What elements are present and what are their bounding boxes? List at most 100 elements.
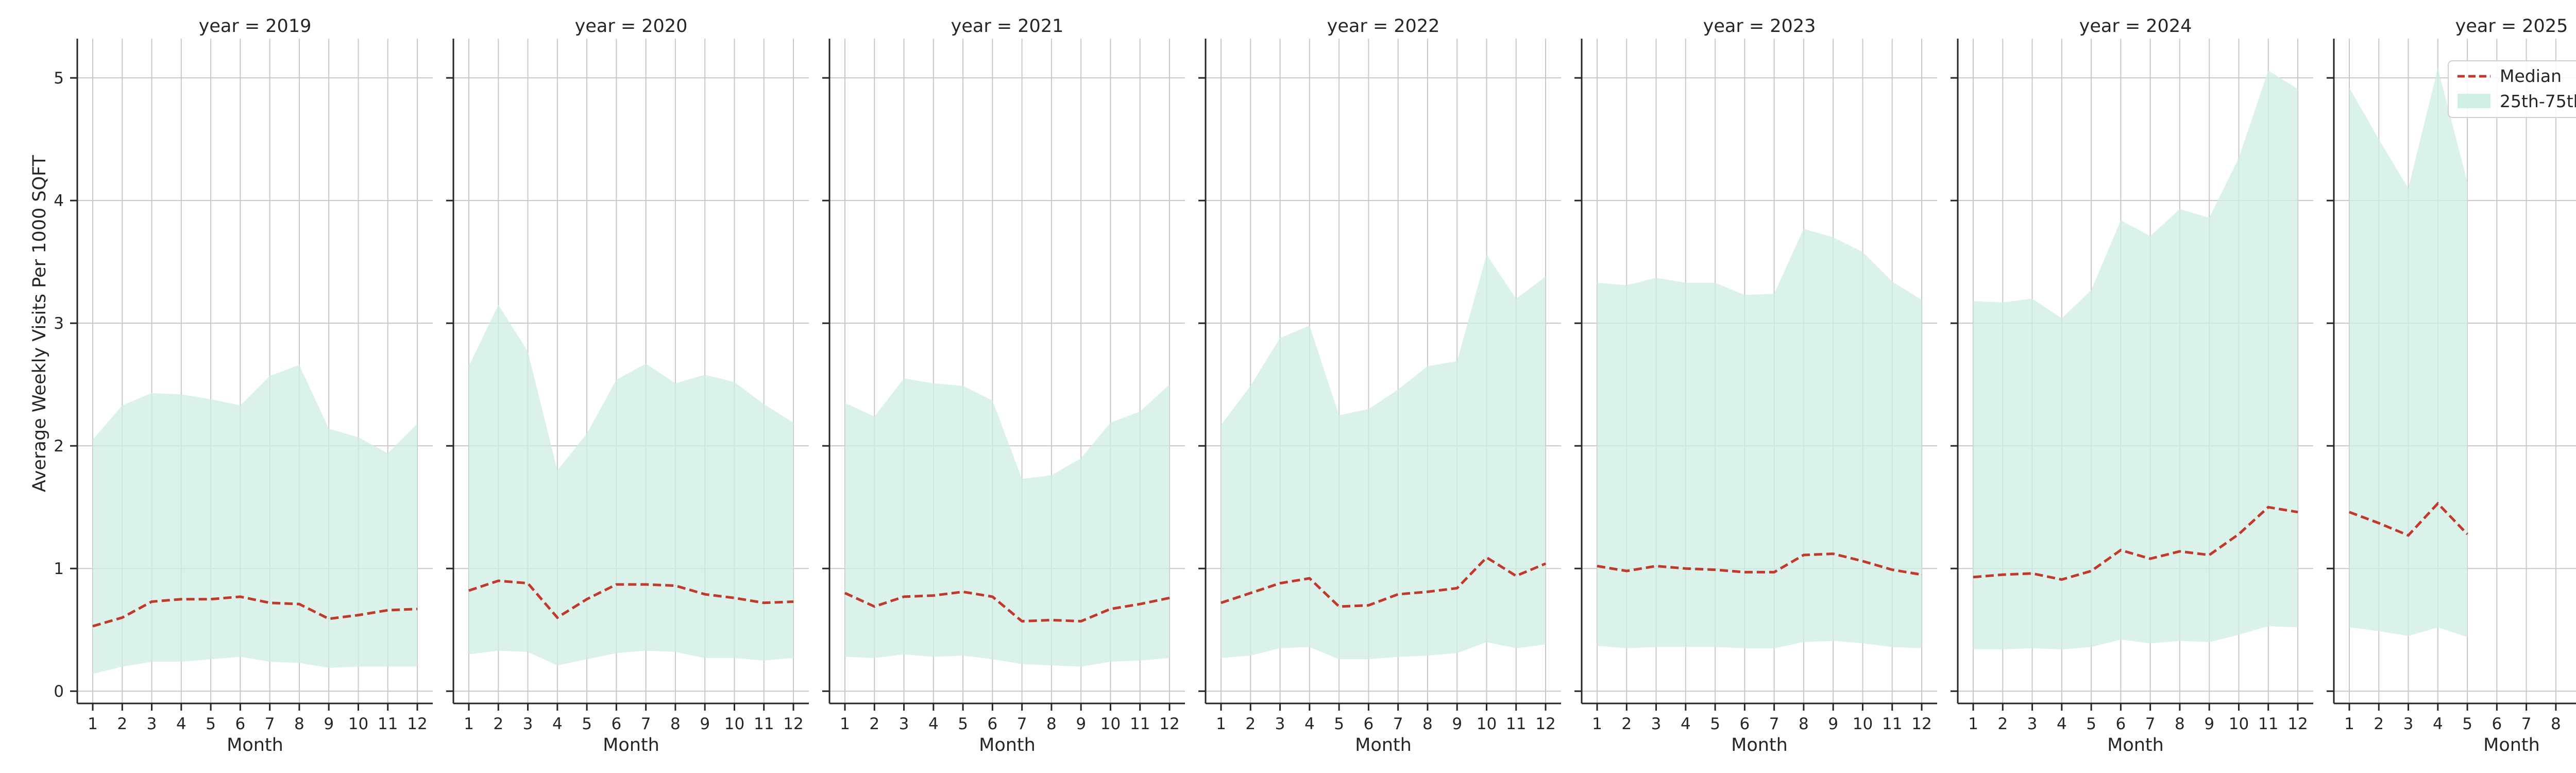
panel-title: year = 2024	[2079, 16, 2192, 37]
x-tick-label: 10	[1853, 715, 1873, 733]
x-tick-label: 8	[1422, 715, 1433, 733]
panel-title: year = 2019	[199, 16, 312, 37]
x-tick-label: 11	[1130, 715, 1150, 733]
median-line	[1973, 506, 2298, 581]
x-axis-label: Month	[979, 735, 1036, 755]
x-tick-label: 8	[1799, 715, 1809, 733]
median-point	[240, 596, 241, 597]
x-tick-label: 7	[1393, 715, 1403, 733]
median-point	[1338, 606, 1340, 607]
x-tick-label: 11	[1882, 715, 1902, 733]
x-tick-label: 3	[2027, 715, 2038, 733]
median-point	[1685, 568, 1686, 569]
median-point	[933, 595, 934, 596]
median-point	[874, 606, 875, 607]
median-point	[2437, 503, 2438, 504]
x-tick-label: 10	[1100, 715, 1121, 733]
x-tick-label: 10	[724, 715, 744, 733]
x-tick-label: 6	[1363, 715, 1374, 733]
median-line	[92, 595, 418, 628]
x-tick-label: 9	[1076, 715, 1086, 733]
median-point	[1456, 587, 1458, 589]
x-tick-label: 12	[1911, 715, 1931, 733]
median-point	[1221, 602, 1222, 603]
x-tick-label: 9	[700, 715, 710, 733]
median-point	[793, 601, 794, 602]
panel-title: year = 2021	[951, 16, 1064, 37]
x-tick-label: 10	[2229, 715, 2249, 733]
x-tick-label: 4	[2057, 715, 2067, 733]
x-tick-label: 2	[1621, 715, 1632, 733]
x-tick-label: 12	[783, 715, 803, 733]
x-tick-label: 1	[88, 715, 98, 733]
percentile-band	[1597, 228, 1922, 648]
x-tick-label: 11	[2258, 715, 2278, 733]
median-point	[2209, 554, 2210, 556]
x-tick-label: 6	[1739, 715, 1750, 733]
median-point	[2061, 579, 2062, 580]
x-tick-label: 7	[1769, 715, 1780, 733]
x-tick-label: 6	[2492, 715, 2502, 733]
x-tick-label: 11	[754, 715, 774, 733]
x-axis-label: Month	[1355, 735, 1412, 755]
x-tick-label: 7	[1017, 715, 1027, 733]
x-tick-label: 4	[176, 715, 187, 733]
x-tick-label: 8	[670, 715, 681, 733]
x-tick-label: 5	[958, 715, 968, 733]
x-tick-label: 10	[348, 715, 368, 733]
x-tick-label: 10	[1477, 715, 1497, 733]
x-tick-label: 6	[235, 715, 245, 733]
x-tick-label: 11	[1506, 715, 1526, 733]
y-tick-label: 1	[54, 560, 64, 578]
x-tick-label: 4	[552, 715, 563, 733]
x-tick-label: 3	[523, 715, 533, 733]
x-tick-label: 5	[1710, 715, 1720, 733]
y-tick-label: 3	[54, 314, 64, 333]
median-point	[1803, 554, 1804, 556]
x-tick-label: 3	[1651, 715, 1662, 733]
percentile-band	[1221, 254, 1546, 660]
legend: Median 25th-75th Percentile	[2448, 60, 2576, 118]
x-tick-label: 2	[2374, 715, 2384, 733]
median-point	[616, 584, 617, 585]
x-tick-label: 1	[1592, 715, 1602, 733]
y-tick-label: 4	[54, 192, 64, 210]
x-tick-label: 3	[2403, 715, 2414, 733]
x-tick-label: 7	[265, 715, 275, 733]
y-tick-label: 0	[54, 682, 64, 701]
x-tick-label: 2	[493, 715, 503, 733]
percentile-band	[93, 365, 417, 674]
x-tick-label: 5	[2462, 715, 2472, 733]
median-point	[269, 602, 270, 603]
x-tick-label: 6	[2115, 715, 2126, 733]
median-point	[1368, 605, 1369, 606]
x-tick-label: 12	[1535, 715, 1555, 733]
median-point	[122, 617, 123, 618]
x-tick-label: 8	[2551, 715, 2561, 733]
median-point	[992, 596, 993, 597]
x-tick-label: 5	[582, 715, 592, 733]
median-line	[844, 590, 1170, 623]
x-tick-label: 1	[464, 715, 474, 733]
median-point	[1486, 557, 1487, 558]
x-tick-label: 4	[928, 715, 939, 733]
median-point	[151, 601, 152, 602]
x-axis-label: Month	[2483, 735, 2540, 755]
x-tick-label: 8	[2175, 715, 2185, 733]
x-axis-label: Month	[2107, 735, 2164, 755]
legend-band-label: 25th-75th Percentile	[2500, 91, 2576, 111]
median-point	[1626, 570, 1627, 572]
x-tick-label: 9	[1452, 715, 1462, 733]
x-tick-label: 12	[1159, 715, 1179, 733]
x-tick-label: 1	[840, 715, 850, 733]
x-tick-label: 6	[611, 715, 621, 733]
x-tick-label: 8	[1046, 715, 1057, 733]
x-tick-label: 3	[899, 715, 909, 733]
legend-median-label: Median	[2500, 66, 2562, 86]
